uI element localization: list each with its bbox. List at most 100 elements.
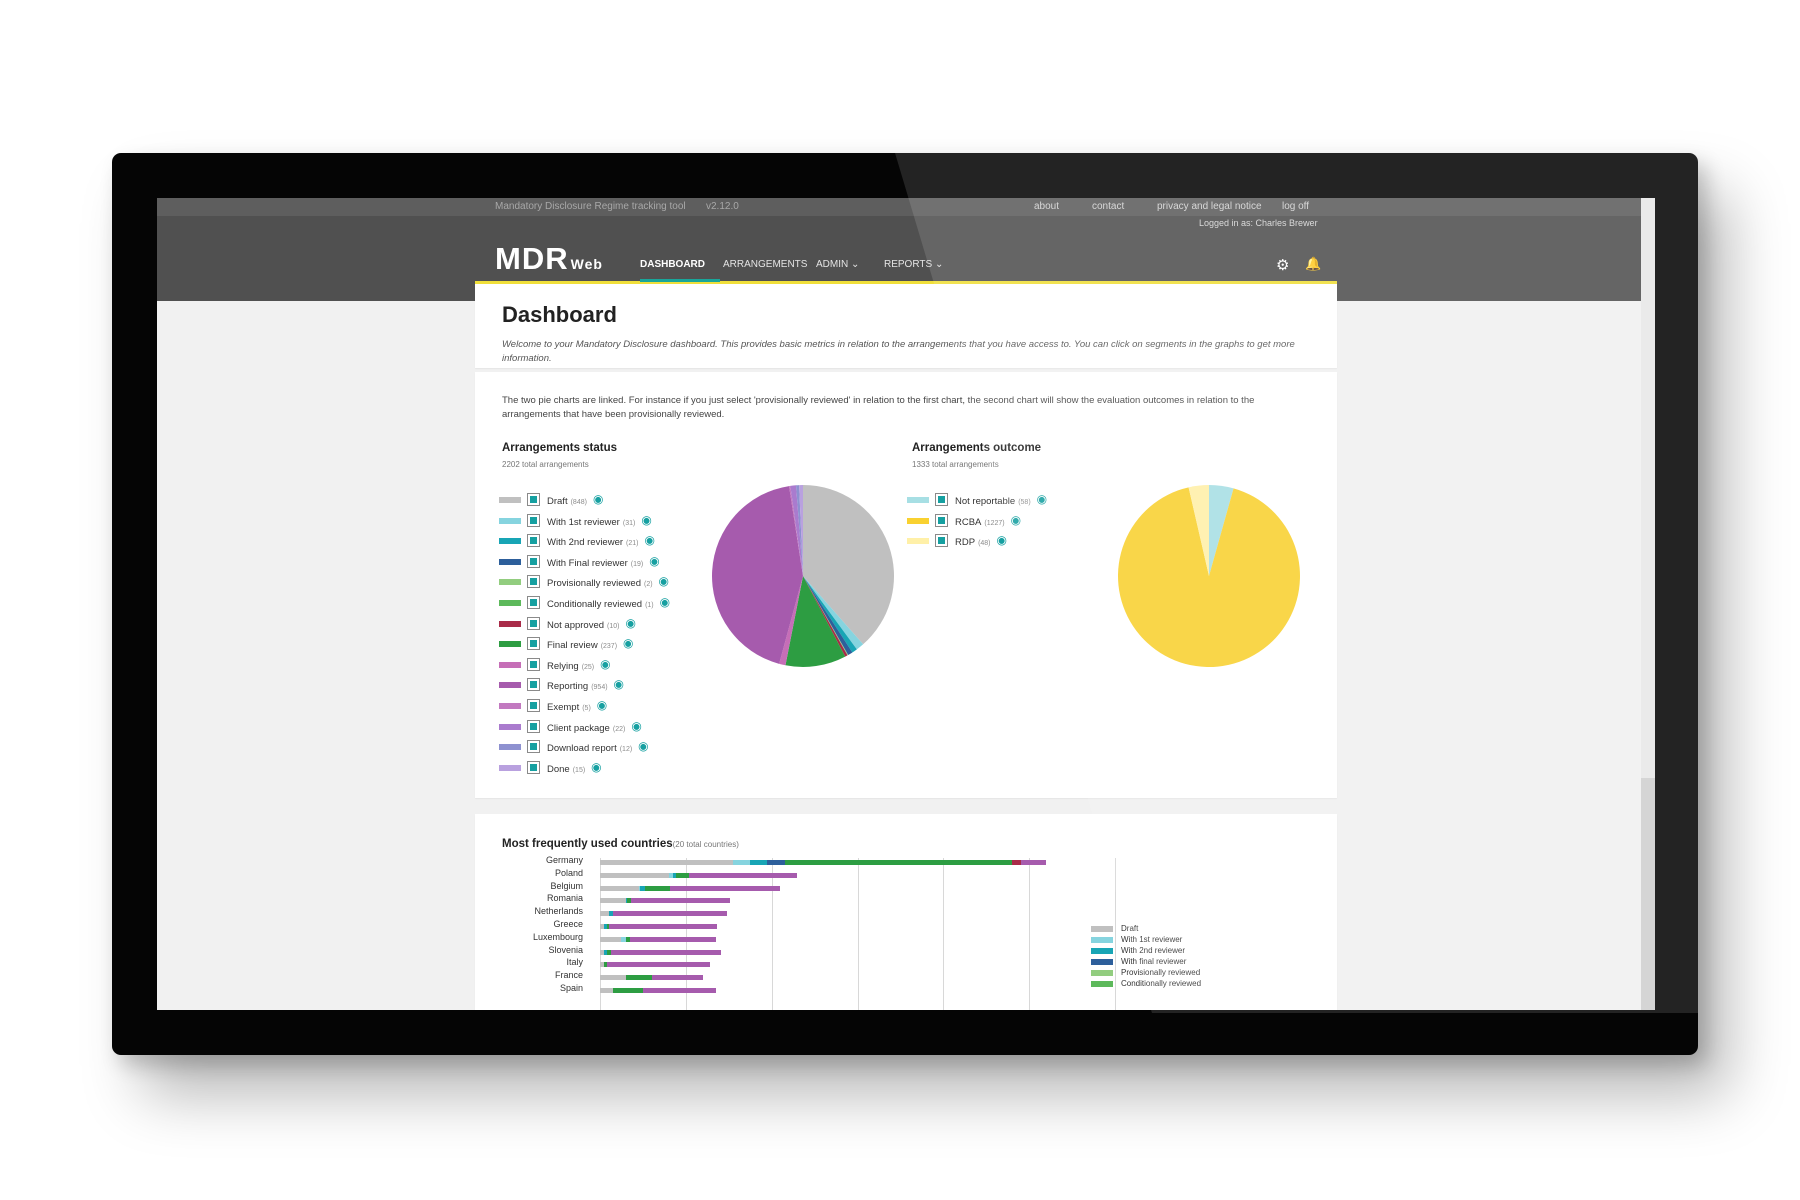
country-bar-segment[interactable] (600, 872, 669, 878)
country-bar-segment[interactable] (676, 872, 690, 878)
legend-checkbox[interactable] (527, 596, 540, 609)
country-bar-segment[interactable] (733, 860, 751, 865)
country-stacked-bar[interactable] (600, 898, 730, 904)
status-slice-8[interactable] (779, 576, 803, 666)
country-stacked-bar[interactable] (600, 860, 1047, 865)
scrollbar-thumb[interactable] (1641, 198, 1655, 778)
country-stacked-bar[interactable] (600, 936, 716, 942)
country-bar-segment[interactable] (600, 936, 622, 942)
country-bar-segment[interactable] (612, 911, 728, 917)
country-bar-segment[interactable] (784, 860, 1012, 865)
legend-checkbox[interactable] (935, 513, 948, 527)
country-bar-segment[interactable] (606, 949, 612, 955)
country-bar-segment[interactable] (612, 988, 643, 993)
country-bar-segment[interactable] (750, 860, 768, 865)
eye-icon[interactable]: ◉ (641, 512, 652, 527)
country-stacked-bar[interactable] (600, 911, 728, 917)
outcome-slice-2[interactable] (1188, 485, 1209, 576)
country-bar-segment[interactable] (600, 962, 605, 968)
status-slice-11[interactable] (790, 485, 803, 576)
country-bar-segment[interactable] (604, 962, 607, 968)
status-slice-2[interactable] (803, 576, 857, 653)
country-bar-segment[interactable] (600, 911, 609, 917)
country-bar-segment[interactable] (600, 949, 605, 955)
country-bar-segment[interactable] (600, 988, 613, 993)
country-bar-segment[interactable] (689, 872, 797, 878)
eye-icon[interactable]: ◉ (1010, 512, 1022, 527)
nav-dashboard[interactable]: DASHBOARD (640, 259, 705, 270)
about-link[interactable]: about (1034, 201, 1060, 212)
country-bar-segment[interactable] (644, 885, 671, 891)
legend-checkbox[interactable] (527, 637, 540, 651)
country-bar-segment[interactable] (608, 911, 613, 917)
country-bar-segment[interactable] (604, 924, 607, 929)
mdr-web-logo[interactable]: MDR Web (495, 241, 603, 277)
privacy-legal-notice-link[interactable]: privacy and legal notice (1157, 201, 1262, 212)
country-bar-segment[interactable] (600, 885, 639, 891)
arrangements-status-pie-chart[interactable] (711, 484, 895, 668)
legend-checkbox[interactable] (935, 493, 948, 506)
log-off-link[interactable]: log off (1282, 201, 1310, 212)
country-stacked-bar[interactable] (600, 949, 721, 955)
country-bar-segment[interactable] (651, 975, 703, 981)
eye-icon[interactable]: ◉ (659, 595, 671, 609)
eye-icon[interactable]: ◉ (631, 718, 642, 733)
legend-checkbox[interactable] (527, 740, 540, 754)
country-bar-segment[interactable] (606, 924, 610, 929)
nav-arrangements[interactable]: ARRANGEMENTS (723, 259, 808, 270)
legend-checkbox[interactable] (527, 657, 540, 671)
country-bar-segment[interactable] (600, 975, 626, 981)
country-bar-segment[interactable] (767, 860, 785, 865)
arrangements-outcome-pie-chart[interactable] (1117, 484, 1301, 668)
country-bar-segment[interactable] (672, 872, 677, 878)
country-bar-segment[interactable] (609, 924, 717, 929)
eye-icon[interactable]: ◉ (625, 615, 636, 630)
status-slice-10[interactable] (789, 485, 803, 576)
status-slice-3[interactable] (803, 576, 853, 656)
legend-checkbox[interactable] (527, 678, 540, 692)
country-bar-segment[interactable] (600, 898, 626, 904)
status-slice-12[interactable] (795, 485, 803, 576)
country-bar-segment[interactable] (1020, 860, 1047, 865)
country-bar-segment[interactable] (600, 860, 734, 865)
status-slice-5[interactable] (803, 576, 848, 656)
eye-icon[interactable]: ◉ (596, 698, 608, 712)
country-stacked-bar[interactable] (600, 872, 797, 878)
outcome-slice-1[interactable] (1118, 487, 1300, 667)
status-slice-9[interactable] (712, 486, 803, 664)
bell-icon[interactable]: 🔔 (1305, 256, 1322, 271)
eye-icon[interactable]: ◉ (649, 553, 660, 568)
eye-icon[interactable]: ◉ (623, 636, 634, 651)
status-slice-13[interactable] (799, 485, 803, 576)
legend-checkbox[interactable] (527, 760, 540, 774)
country-stacked-bar[interactable] (600, 885, 781, 891)
eye-icon[interactable]: ◉ (613, 677, 625, 692)
country-bar-segment[interactable] (611, 949, 721, 955)
eye-icon[interactable]: ◉ (658, 574, 670, 589)
country-bar-segment[interactable] (625, 975, 652, 981)
country-bar-segment[interactable] (670, 885, 781, 891)
country-bar-segment[interactable] (642, 988, 716, 993)
contact-link[interactable]: contact (1092, 201, 1125, 212)
legend-checkbox[interactable] (527, 719, 540, 733)
country-bar-segment[interactable] (640, 885, 645, 891)
status-slice-7[interactable] (785, 576, 846, 667)
status-slice-6[interactable] (803, 576, 848, 657)
country-bar-segment[interactable] (604, 949, 607, 955)
country-bar-segment[interactable] (1011, 860, 1021, 865)
country-bar-segment[interactable] (638, 885, 641, 891)
country-bar-segment[interactable] (625, 936, 631, 942)
eye-icon[interactable]: ◉ (1036, 492, 1048, 506)
legend-checkbox[interactable] (527, 534, 540, 548)
nav-reports[interactable]: REPORTS ⌄ (884, 259, 943, 270)
country-bar-segment[interactable] (621, 936, 626, 942)
country-stacked-bar[interactable] (600, 988, 716, 993)
country-stacked-bar[interactable] (600, 962, 710, 968)
legend-checkbox[interactable] (527, 616, 540, 630)
status-slice-4[interactable] (803, 576, 849, 656)
country-bar-segment[interactable] (630, 898, 730, 904)
status-slice-0[interactable] (803, 485, 894, 645)
eye-icon[interactable]: ◉ (638, 739, 649, 754)
legend-checkbox[interactable] (527, 554, 540, 568)
country-stacked-bar[interactable] (600, 924, 717, 929)
